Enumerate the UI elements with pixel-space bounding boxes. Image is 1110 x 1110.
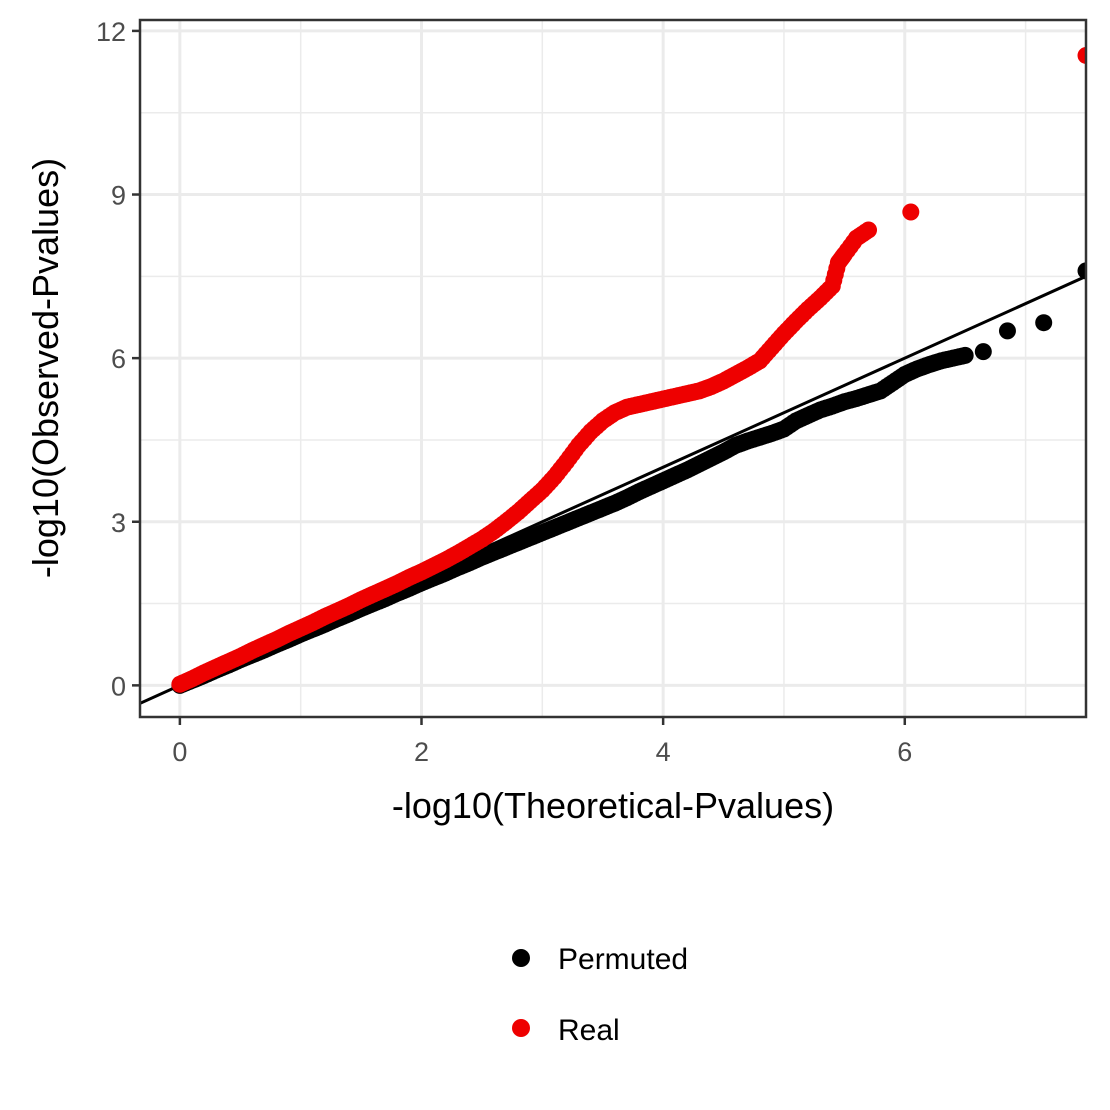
y-tick-label: 0 [111, 671, 126, 701]
x-tick-label: 0 [172, 737, 187, 767]
y-tick-label: 3 [111, 508, 126, 538]
point-permuted [956, 346, 974, 364]
point-permuted [974, 343, 992, 361]
x-axis: 0 2 4 6 [172, 717, 912, 767]
y-tick-label: 9 [111, 181, 126, 211]
legend-label-permuted: Permuted [558, 943, 688, 976]
legend: Permuted Real [512, 943, 688, 1047]
point-real [1077, 46, 1086, 64]
legend-key-real [512, 1019, 530, 1037]
legend-key-permuted [512, 949, 530, 967]
y-axis-title: -log10(Observed-Pvalues) [25, 158, 66, 578]
major-gridlines [140, 20, 1086, 717]
y-tick-label: 12 [96, 17, 126, 47]
x-tick-label: 2 [414, 737, 429, 767]
plot-border [138, 18, 1088, 719]
data-points [171, 46, 1086, 694]
point-permuted [998, 322, 1016, 340]
x-tick-label: 6 [897, 737, 912, 767]
minor-gridlines [140, 20, 1086, 717]
y-axis: 0 3 6 9 12 [96, 17, 140, 701]
point-real [860, 221, 878, 239]
x-axis-title: -log10(Theoretical-Pvalues) [392, 785, 834, 826]
point-permuted [1035, 314, 1053, 332]
point-real [902, 203, 920, 221]
legend-label-real: Real [558, 1014, 620, 1047]
x-tick-label: 4 [656, 737, 671, 767]
y-tick-label: 6 [111, 344, 126, 374]
point-permuted [1077, 262, 1086, 280]
